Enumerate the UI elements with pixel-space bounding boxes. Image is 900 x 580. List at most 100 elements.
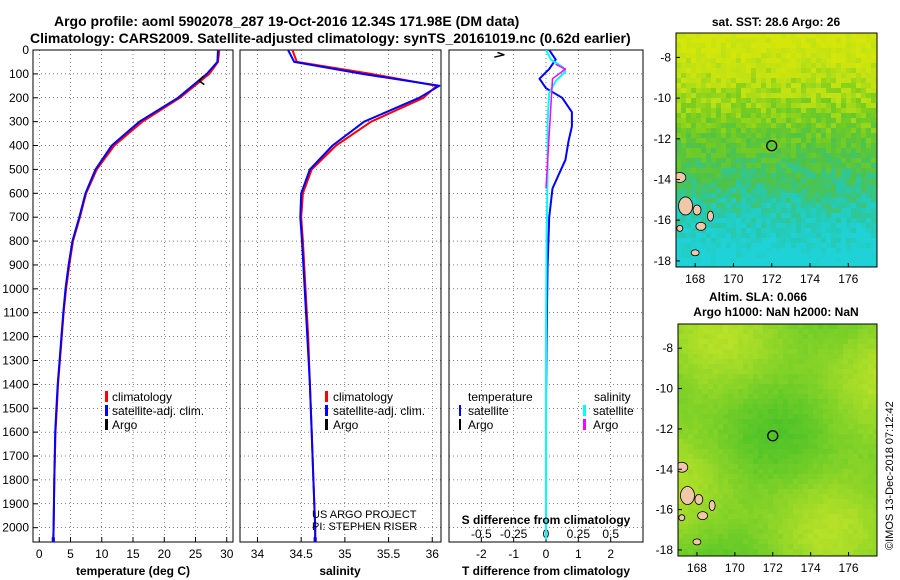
- field-cell: [731, 38, 737, 44]
- field-cell: [871, 248, 877, 254]
- field-cell: [748, 344, 754, 350]
- field-cell: [688, 409, 694, 415]
- field-cell: [688, 449, 694, 455]
- field-cell: [823, 529, 829, 535]
- field-cell: [753, 349, 759, 355]
- field-cell: [801, 233, 807, 239]
- field-cell: [828, 494, 834, 500]
- field-cell: [726, 153, 732, 159]
- field-cell: [743, 524, 749, 530]
- field-cell: [718, 409, 724, 415]
- field-cell: [873, 484, 877, 490]
- field-cell: [696, 178, 702, 184]
- field-cell: [678, 434, 684, 440]
- field-cell: [801, 118, 807, 124]
- field-cell: [851, 53, 857, 59]
- field-cell: [838, 484, 844, 490]
- field-cell: [843, 374, 849, 380]
- field-cell: [728, 539, 734, 545]
- field-cell: [843, 489, 849, 495]
- field-cell: [848, 454, 854, 460]
- field-cell: [808, 539, 814, 545]
- field-cell: [813, 439, 819, 445]
- field-cell: [801, 63, 807, 69]
- field-cell: [691, 223, 697, 229]
- field-cell: [746, 123, 752, 129]
- field-cell: [736, 93, 742, 99]
- field-cell: [866, 33, 872, 39]
- field-cell: [771, 178, 777, 184]
- field-cell: [683, 359, 689, 365]
- field-cell: [771, 98, 777, 104]
- field-cell: [696, 218, 702, 224]
- field-cell: [871, 138, 877, 144]
- field-cell: [798, 539, 804, 545]
- field-cell: [746, 108, 752, 114]
- field-cell: [733, 384, 739, 390]
- field-cell: [733, 459, 739, 465]
- field-cell: [701, 238, 707, 244]
- field-cell: [776, 173, 782, 179]
- field-cell: [743, 324, 749, 330]
- field-cell: [821, 83, 827, 89]
- field-cell: [706, 143, 712, 149]
- field-cell: [696, 158, 702, 164]
- field-cell: [721, 108, 727, 114]
- field-cell: [793, 334, 799, 340]
- field-cell: [843, 379, 849, 385]
- field-cell: [711, 168, 717, 174]
- field-cell: [793, 339, 799, 345]
- field-cell: [773, 469, 779, 475]
- depth-tick-label: 0: [22, 43, 29, 57]
- field-cell: [766, 263, 772, 267]
- field-cell: [781, 33, 787, 39]
- field-cell: [716, 158, 722, 164]
- field-cell: [746, 228, 752, 234]
- field-cell: [871, 108, 877, 114]
- field-cell: [768, 434, 774, 440]
- field-cell: [801, 143, 807, 149]
- field-cell: [691, 228, 697, 234]
- field-cell: [776, 253, 782, 259]
- field-cell: [838, 364, 844, 370]
- field-cell: [678, 444, 684, 450]
- field-cell: [786, 83, 792, 89]
- field-cell: [726, 83, 732, 89]
- field-cell: [681, 113, 687, 119]
- field-cell: [748, 324, 754, 330]
- field-cell: [736, 53, 742, 59]
- field-cell: [816, 103, 822, 109]
- field-cell: [686, 188, 692, 194]
- field-cell: [793, 514, 799, 520]
- field-cell: [751, 48, 757, 54]
- field-cell: [681, 223, 687, 229]
- field-cell: [718, 324, 724, 330]
- field-cell: [821, 68, 827, 74]
- field-cell: [831, 228, 837, 234]
- field-cell: [773, 449, 779, 455]
- field-cell: [853, 359, 859, 365]
- field-cell: [731, 108, 737, 114]
- lon-tick-label: 168: [685, 272, 705, 286]
- sla-map-title-line1: Altim. SLA: 0.066: [709, 290, 807, 304]
- field-cell: [716, 138, 722, 144]
- field-cell: [826, 258, 832, 264]
- field-cell: [796, 168, 802, 174]
- legend-swatch-s-argo: [583, 419, 586, 430]
- field-cell: [866, 58, 872, 64]
- field-cell: [806, 153, 812, 159]
- field-cell: [746, 43, 752, 49]
- field-cell: [716, 68, 722, 74]
- field-cell: [841, 238, 847, 244]
- field-cell: [703, 364, 709, 370]
- field-cell: [771, 58, 777, 64]
- field-cell: [856, 83, 862, 89]
- sla-field: [678, 324, 877, 556]
- field-cell: [751, 163, 757, 169]
- field-cell: [751, 193, 757, 199]
- field-cell: [783, 434, 789, 440]
- field-cell: [776, 63, 782, 69]
- field-cell: [708, 544, 714, 550]
- field-cell: [831, 148, 837, 154]
- field-cell: [693, 389, 699, 395]
